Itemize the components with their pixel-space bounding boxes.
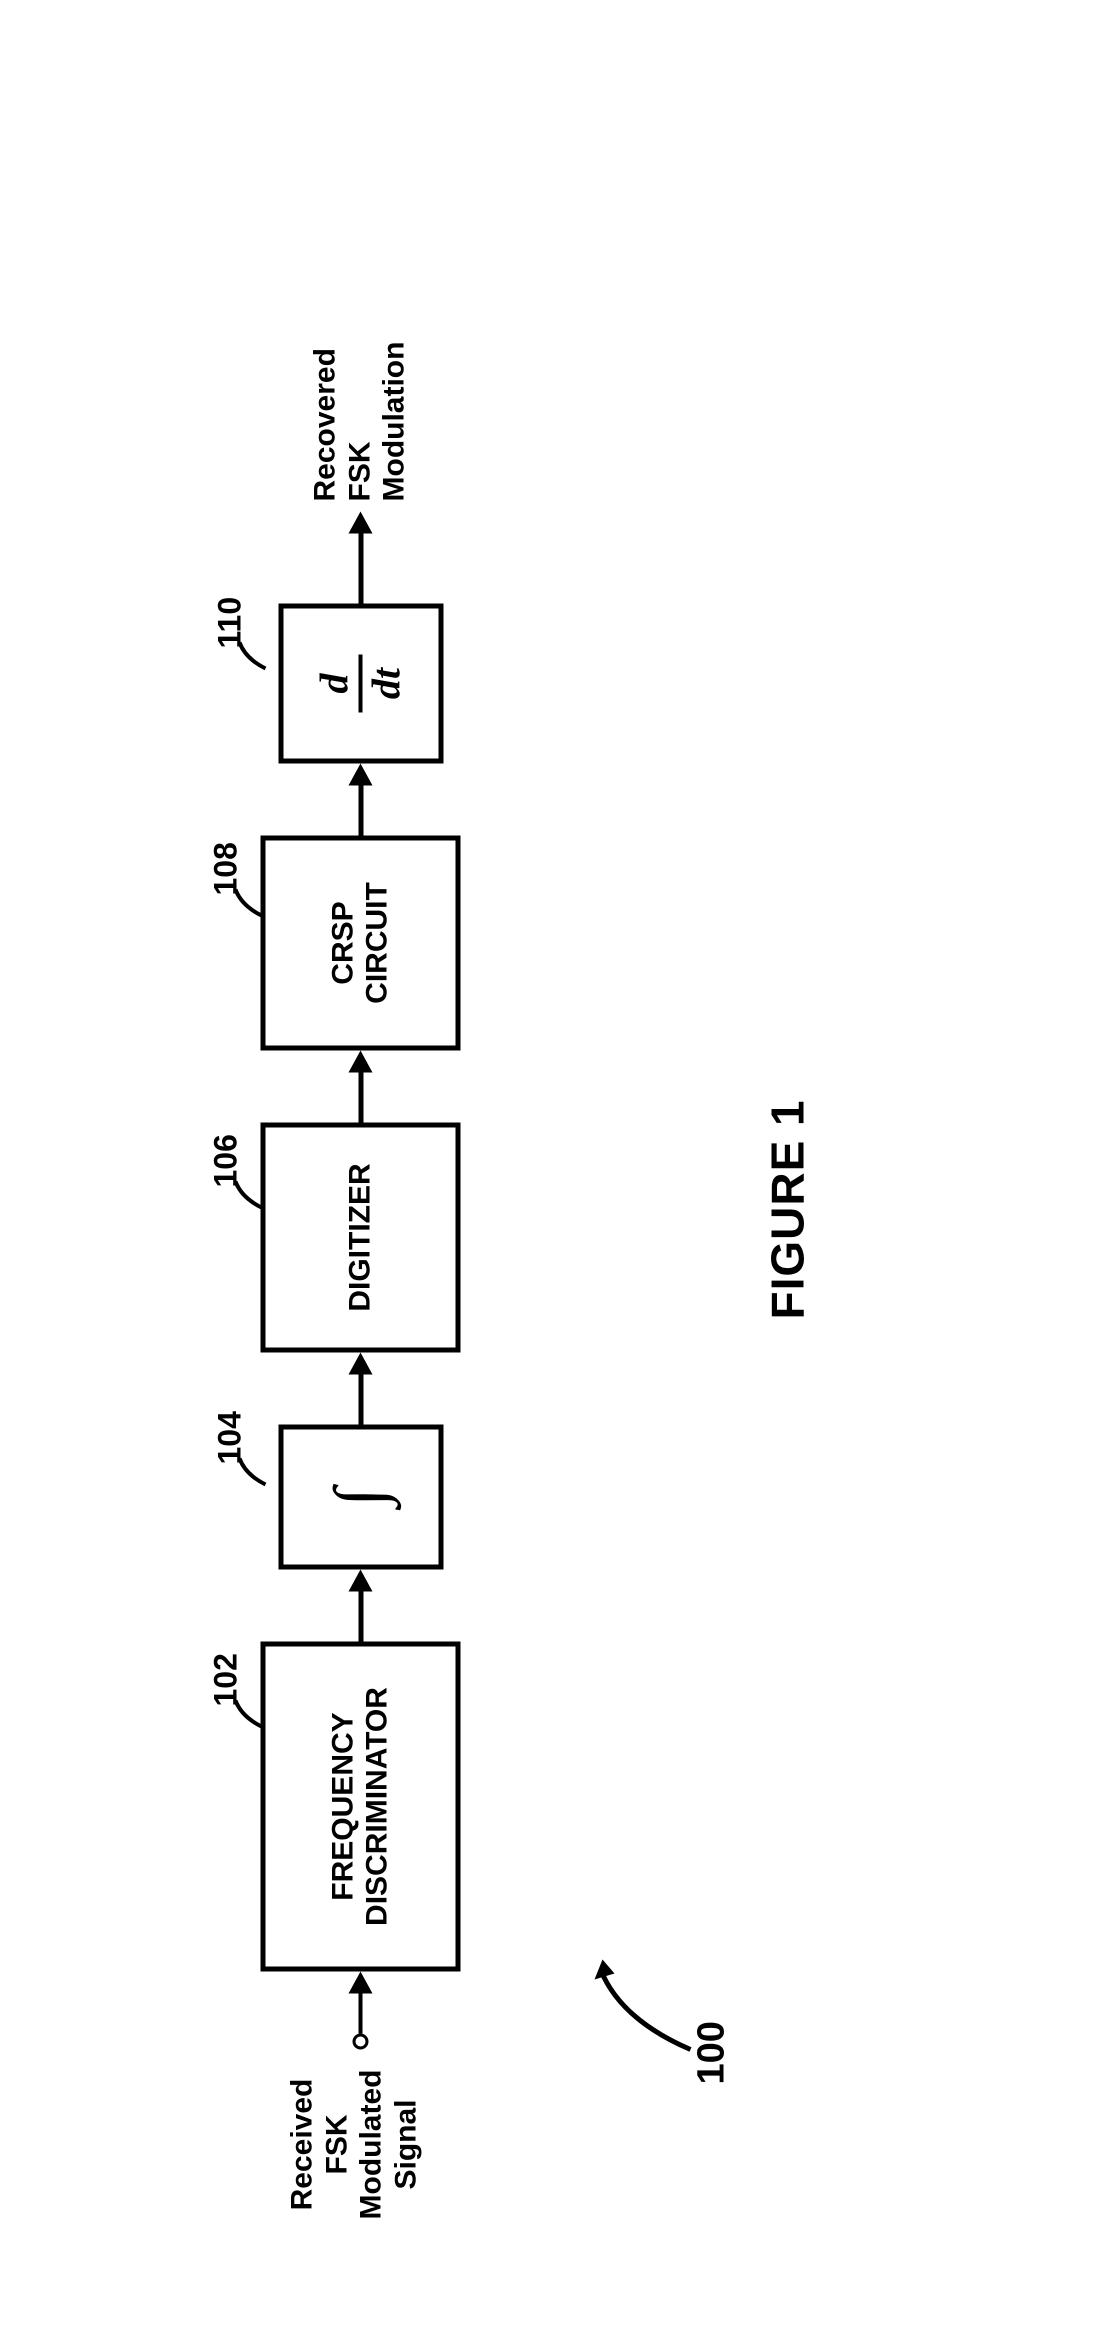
block-crsp-circuit: CRSP CIRCUIT 108 [260,835,460,1050]
arrow-1-2 [348,1569,372,1641]
input-signal-group: Received FSK Modulated Signal [285,2069,435,2219]
diagram-canvas: Received FSK Modulated Signal FREQUENCY … [0,0,1115,2339]
block-integrator: ∫ 104 [278,1424,443,1569]
block-4-label: CRSP CIRCUIT [326,874,395,1012]
block-2-ref-tick [237,1456,267,1486]
output-line3: Modulation [377,341,412,501]
input-arrowhead [348,1971,372,1993]
derivative-numerator: d [314,673,354,693]
arrow-2-3-head [348,1352,372,1374]
arrow-1-2-head [348,1569,372,1591]
arrow-3-4-line [358,1072,363,1122]
input-signal-label: Received FSK Modulated Signal [285,2069,423,2219]
output-signal-label: Recovered FSK Modulation [308,341,412,501]
block-5-ref-tick [237,640,267,670]
arrow-1-2-line [358,1591,363,1641]
input-line4: Signal [389,2069,424,2219]
arrow-output [348,511,372,603]
integral-symbol: ∫ [320,1487,400,1506]
signal-flow-row: Received FSK Modulated Signal FREQUENCY … [260,341,460,2219]
arrow-3-4 [348,1050,372,1122]
output-line1: Recovered [308,341,343,501]
input-line2: FSK [320,2069,355,2219]
arrow-output-head [348,511,372,533]
block-1-ref-tick [233,1698,263,1728]
block-4-label-line1: CRSP [326,882,361,1004]
block-4-ref-tick [233,887,263,917]
derivative-bar [358,654,362,712]
block-differentiator: d dt 110 [278,603,443,763]
block-1-label-line1: FREQUENCY [326,1687,361,1926]
derivative-symbol: d dt [314,654,406,712]
input-wire [358,1993,362,2033]
arrow-3-4-head [348,1050,372,1072]
block-1-label-line2: DISCRIMINATOR [360,1687,395,1926]
input-line3: Modulated [354,2069,389,2219]
arrow-output-line [358,533,363,603]
block-3-ref-tick [233,1179,263,1209]
arrow-4-5 [348,763,372,835]
arrow-2-3-line [358,1374,363,1424]
ref-100-arc [590,1959,700,2079]
arrow-4-5-line [358,785,363,835]
input-port [352,2033,368,2049]
block-frequency-discriminator: FREQUENCY DISCRIMINATOR 102 [260,1641,460,1971]
derivative-denominator: dt [366,667,406,698]
block-3-label: DIGITIZER [343,1155,378,1319]
arrow-2-3 [348,1352,372,1424]
figure-label: FIGURE 1 [760,1099,814,1319]
output-line2: FSK [343,341,378,501]
input-line1: Received [285,2069,320,2219]
arrow-4-5-head [348,763,372,785]
ref-100: 100 [690,2021,733,2084]
block-digitizer: DIGITIZER 106 [260,1122,460,1352]
input-port-group [348,1971,372,2049]
block-1-label: FREQUENCY DISCRIMINATOR [326,1679,395,1934]
block-4-label-line2: CIRCUIT [360,882,395,1004]
